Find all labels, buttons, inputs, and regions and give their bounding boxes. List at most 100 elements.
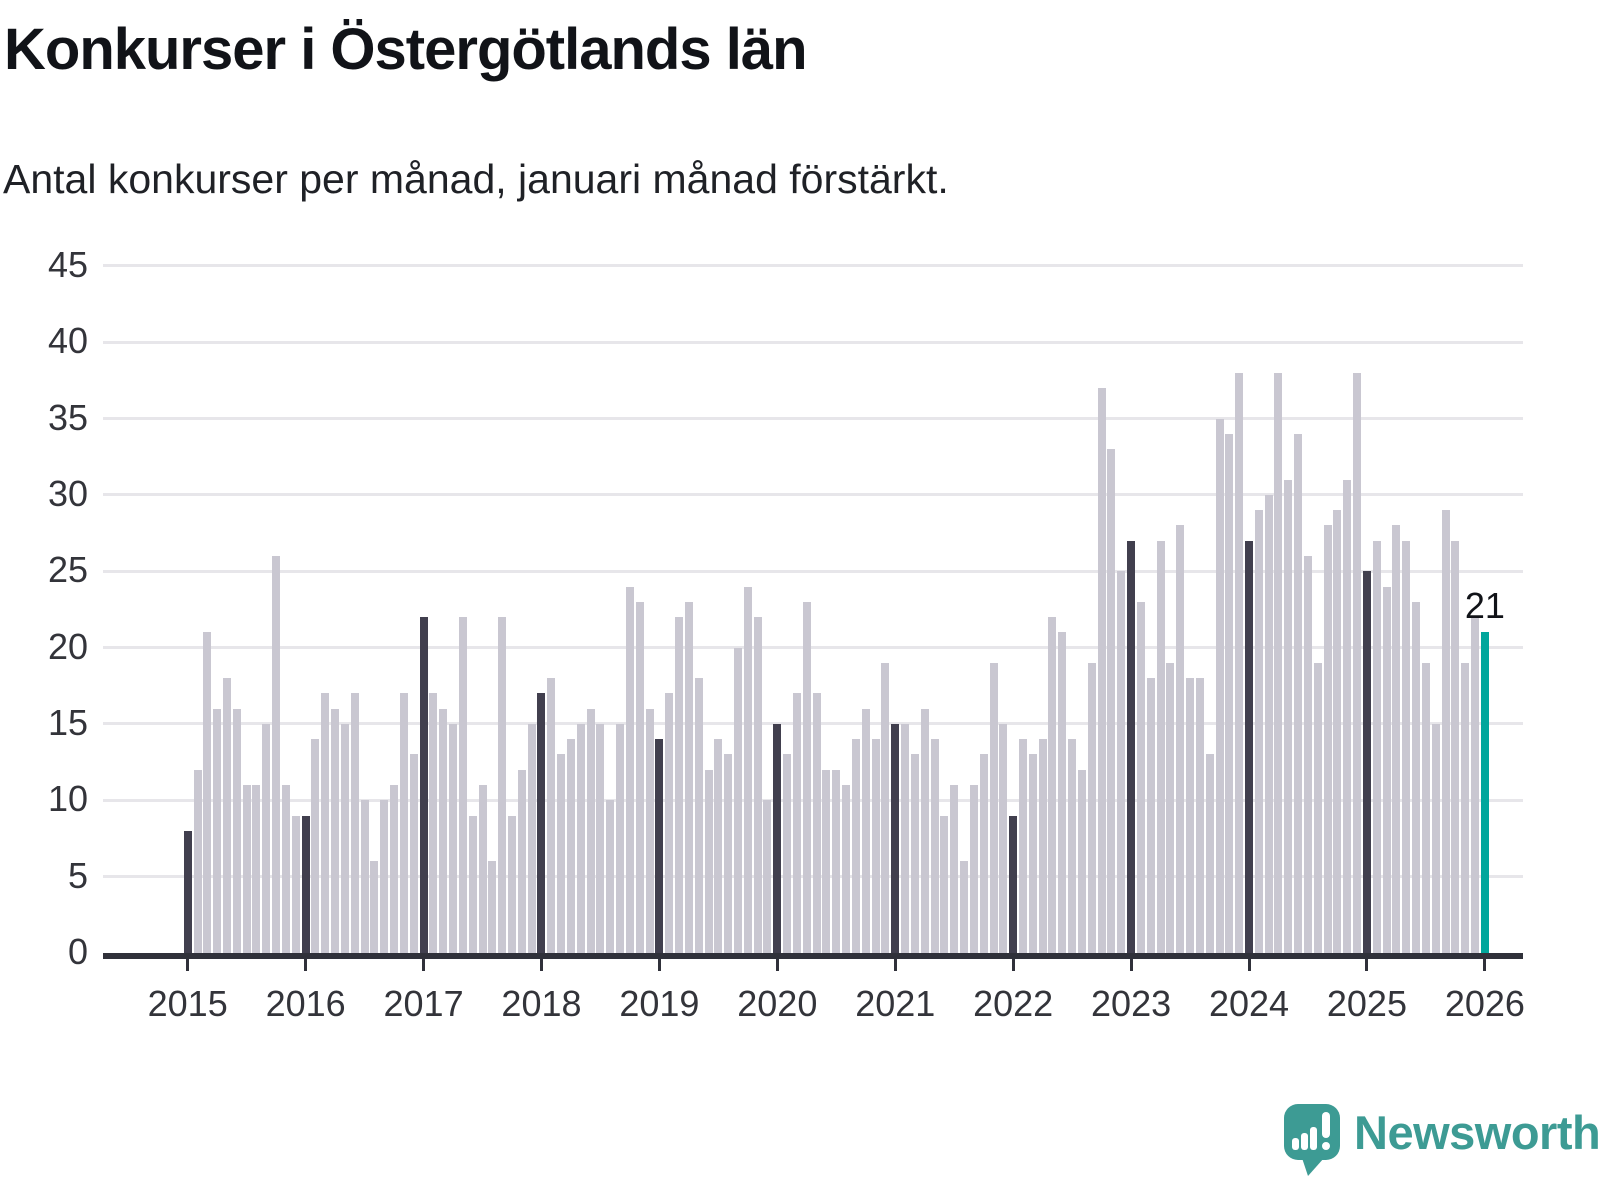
bar-2016-m9 [380, 800, 389, 953]
bar-2025-m6 [1412, 601, 1421, 953]
bar-2015-m2 [193, 769, 202, 953]
x-axis-tick [775, 959, 779, 971]
bar-2023-m11 [1225, 433, 1234, 953]
x-axis-tick [422, 959, 426, 971]
bar-2023-m1 [1127, 540, 1136, 953]
bar-glyph [1301, 1133, 1308, 1150]
x-axis-tick [304, 959, 308, 971]
page-title: Konkurser i Östergötlands län [4, 17, 808, 82]
y-axis-label: 5 [67, 854, 88, 896]
bar-2021-m6 [940, 815, 949, 953]
y-axis-label: 0 [67, 931, 88, 972]
bar-2017-m12 [527, 723, 536, 953]
bar-2016-m4 [331, 708, 340, 953]
bar-2019-m11 [753, 617, 762, 953]
bar-2022-m8 [1077, 769, 1086, 953]
bar-2023-m5 [1166, 662, 1175, 953]
bar-2015-m3 [203, 632, 212, 953]
bar-2015-m10 [272, 555, 281, 953]
x-axis-label-2025: 2025 [1326, 983, 1407, 1024]
bar-2025-m9 [1441, 510, 1450, 953]
bar-2019-m8 [724, 754, 733, 953]
bar-2015-m9 [262, 723, 271, 953]
bar-2017-m6 [468, 815, 477, 953]
bar-2018-m9 [616, 723, 625, 953]
newsworthy-logo[interactable]: Newsworthy [1284, 1104, 1600, 1176]
bar-2019-m12 [763, 800, 772, 953]
bar-2017-m9 [498, 617, 507, 953]
bar-2021-m10 [979, 754, 988, 953]
bar-2021-m8 [960, 861, 969, 953]
bar-2024-m2 [1254, 510, 1263, 953]
bar-2019-m1 [655, 739, 664, 953]
bar-2025-m12 [1471, 617, 1480, 953]
bar-2023-m3 [1146, 678, 1155, 953]
bar-2022-m6 [1058, 632, 1067, 953]
bar-highlight-jan-2026 [1480, 632, 1489, 953]
bar-2021-m1 [891, 723, 900, 953]
logo-text: Newsworthy [1354, 1105, 1600, 1159]
bar-2022-m7 [1068, 739, 1077, 953]
bubble-tail [1302, 1158, 1324, 1176]
bar-2018-m11 [635, 601, 644, 953]
bar-2024-m8 [1313, 662, 1322, 953]
bar-2016-m1 [301, 815, 310, 953]
gridline [103, 340, 1523, 344]
bar-2015-m8 [252, 785, 261, 953]
bar-2015-m7 [242, 785, 251, 953]
x-axis-tick [1011, 959, 1015, 971]
bar-2015-m1 [183, 830, 192, 953]
bar-2021-m12 [999, 723, 1008, 953]
x-axis-tick [893, 959, 897, 971]
latest-value-label: 21 [1464, 585, 1505, 627]
bar-2025-m3 [1382, 586, 1391, 953]
bar-2020-m3 [792, 693, 801, 953]
bar-2016-m12 [409, 754, 418, 953]
bar-2019-m6 [704, 769, 713, 953]
bar-2018-m2 [547, 678, 556, 953]
bar-2016-m10 [390, 785, 399, 953]
bar-2020-m8 [842, 785, 851, 953]
bar-2016-m6 [350, 693, 359, 953]
bar-2024-m5 [1284, 479, 1293, 953]
bar-2018-m6 [586, 708, 595, 953]
bar-2020-m7 [832, 769, 841, 953]
bar-2018-m5 [576, 723, 585, 953]
bar-2020-m9 [851, 739, 860, 953]
bar-2024-m6 [1294, 433, 1303, 953]
bar-2018-m1 [537, 693, 546, 953]
x-axis-label-2024: 2024 [1208, 983, 1290, 1024]
bar-2022-m10 [1097, 388, 1106, 953]
bar-2019-m3 [675, 617, 684, 953]
bar-2021-m3 [910, 754, 919, 953]
bar-2023-m7 [1186, 678, 1195, 953]
bar-2024-m4 [1274, 372, 1283, 953]
bar-2025-m11 [1461, 662, 1470, 953]
bar-2016-m3 [321, 693, 330, 953]
x-axis-label-2015: 2015 [147, 983, 228, 1024]
bar-2019-m9 [734, 647, 742, 953]
y-axis-label: 15 [47, 701, 88, 743]
bar-2020-m6 [822, 769, 831, 953]
bar-2024-m12 [1353, 372, 1362, 953]
bar-2025-m2 [1372, 540, 1381, 953]
x-axis-tick [539, 959, 543, 971]
bar-2022-m11 [1107, 449, 1116, 953]
bar-2023-m12 [1235, 372, 1244, 953]
exclamation-glyph [1322, 1112, 1330, 1138]
bar-2017-m11 [517, 769, 526, 953]
bar-2024-m11 [1343, 479, 1352, 953]
bar-glyph [1310, 1127, 1317, 1150]
bar-2025-m10 [1451, 540, 1460, 953]
bar-2017-m4 [449, 723, 458, 953]
bar-2023-m10 [1215, 418, 1224, 953]
x-axis-label-2017: 2017 [383, 983, 464, 1024]
x-axis-label-2026: 2026 [1444, 983, 1525, 1024]
bar-2018-m10 [625, 586, 634, 953]
bar-2019-m2 [665, 693, 674, 953]
bar-2020-m10 [861, 708, 870, 953]
bar-2018-m4 [566, 739, 575, 953]
bar-2020-m11 [871, 739, 880, 953]
bar-2022-m4 [1038, 739, 1047, 953]
bar-2025-m8 [1431, 723, 1440, 953]
